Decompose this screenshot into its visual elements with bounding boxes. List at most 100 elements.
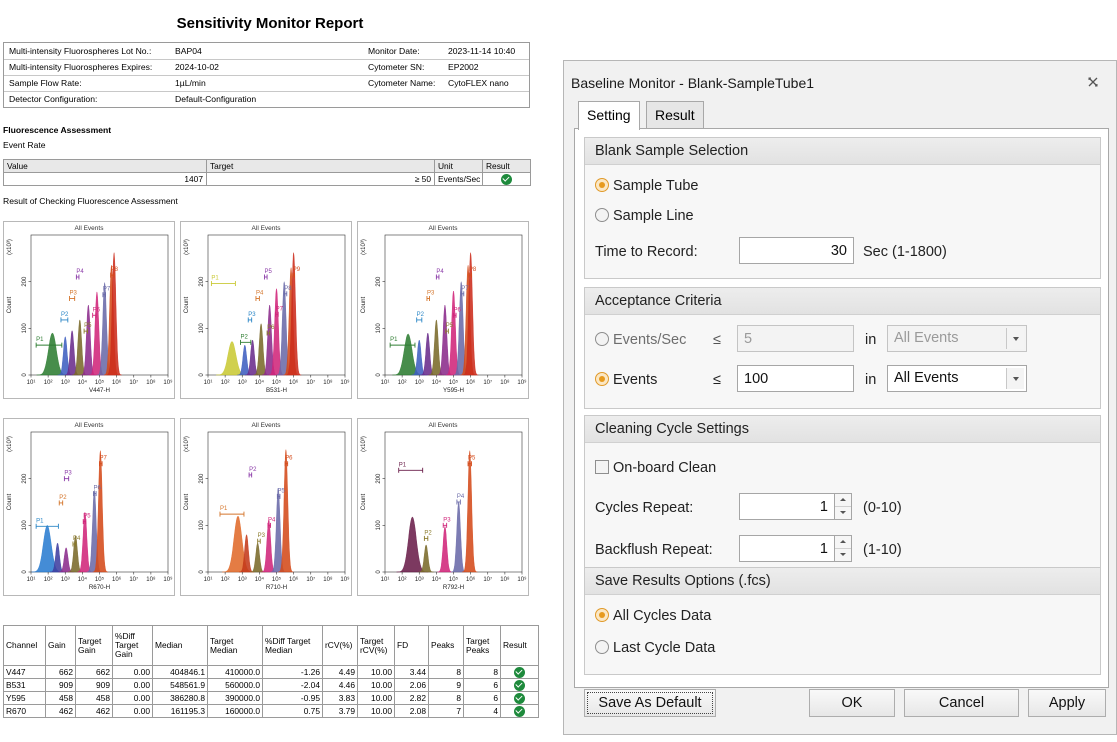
gate-label: P1 [211,276,219,282]
tab-result[interactable]: Result [646,101,704,129]
x-axis-label: R710-H [266,584,287,591]
close-button[interactable] [1082,71,1104,93]
x-tick-label: 10² [398,380,407,386]
gate-p4: P4 [456,494,465,505]
spin-down-button[interactable] [835,507,851,520]
x-tick-label: 10⁷ [306,576,315,583]
table-header: Median [152,625,208,666]
gate-label: P5 [83,514,91,520]
x-tick-label: 10⁷ [306,379,315,386]
spin-down-button[interactable] [835,549,851,562]
gate-label: P9 [293,267,301,273]
x-tick-label: 10¹ [27,380,36,386]
gate-label: P1 [399,462,407,468]
gate-p5: P5 [83,323,92,334]
events-sec-input[interactable] [737,325,854,352]
spin-up-button[interactable] [835,536,851,549]
gate-p5: P5 [467,456,476,467]
x-tick-label: 10⁸ [323,576,333,583]
backflush-repeat-input[interactable] [739,535,835,562]
spin-up-button[interactable] [835,494,851,507]
events-sec-radio[interactable]: Events/Sec [595,332,686,348]
y-axis-label: Count [360,296,367,313]
histogram-peak [462,450,478,573]
y-tick-label: 100 [376,520,382,531]
x-tick-label: 10⁵ [272,576,282,583]
gate-p4: P4 [255,290,264,301]
save-results-group: Save Results Options (.fcs) All Cycles D… [584,567,1101,675]
event-rate-table: Value Target Unit Result 1407 ≥ 50 Event… [3,159,531,186]
gate-label: P2 [59,495,67,501]
gate-p5: P5 [276,488,285,499]
x-axis-label: R792-H [443,584,464,591]
group-heading: Acceptance Criteria [585,288,1100,315]
events-input[interactable] [737,365,854,392]
histogram-peak [286,252,302,376]
x-tick-label: 10¹ [204,577,213,583]
all-cycles-radio[interactable]: All Cycles Data [595,608,711,624]
y-axis-label: Count [360,493,367,510]
y-tick-label: 100 [199,520,205,531]
x-tick-label: 10² [398,577,407,583]
gate-label: P3 [443,517,451,523]
x-tick-label: 10¹ [381,577,390,583]
events-channel-select[interactable]: All Events [887,365,1027,392]
expires-label: Multi-intensity Fluorospheres Expires: [9,62,153,72]
ok-button[interactable]: OK [809,689,895,717]
table-header: Target Gain [75,625,113,666]
check-circle-icon [514,705,525,717]
table-cell: 2.82 [394,691,429,705]
table-cell: 548561.9 [152,678,208,692]
table-cell: 410000.0 [207,665,263,679]
gate-label: P6 [93,307,101,313]
table-header: Target [206,159,435,173]
gate-label: P1 [36,337,44,343]
x-tick-label: 10⁸ [500,576,510,583]
tab-setting[interactable]: Setting [578,101,640,130]
events-radio[interactable]: Events [595,372,657,388]
table-header-row: Channel Gain Target Gain %Diff Target Gain M… [3,625,539,666]
x-tick-label: 10³ [415,380,424,386]
gate-p1: P1 [398,462,424,473]
gate-p2: P2 [423,530,432,541]
time-to-record-input[interactable] [739,237,854,264]
table-cell: 3.44 [394,665,429,679]
x-tick-label: 10⁶ [112,379,122,386]
gate-p4: P4 [72,536,81,547]
detector-value: Default-Configuration [175,94,257,104]
histogram-peak [463,252,479,376]
sensitivity-report: Sensitivity Monitor Report Multi-intensi… [0,0,540,742]
table-cell: 4.49 [322,665,358,679]
cancel-button[interactable]: Cancel [904,689,1019,717]
table-cell: 404846.1 [152,665,208,679]
table-cell: 8 [428,691,464,705]
apply-button[interactable]: Apply [1028,689,1106,717]
gate-label: P4 [436,269,444,275]
table-header: Result [500,625,539,666]
x-axis-label: V447-H [89,387,110,394]
onboard-clean-checkbox[interactable]: On-board Clean [595,460,716,476]
sample-line-radio[interactable]: Sample Line [595,208,694,224]
histogram-peak [278,449,294,573]
gate-label: P1 [390,337,398,343]
table-header: Result [482,159,531,173]
plot-title: All Events [75,225,105,232]
events-sec-channel-select[interactable]: All Events [887,325,1027,352]
radio-label: Events [613,372,658,388]
x-tick-label: 10⁵ [95,576,105,583]
histogram-svg: All Events P1 P2 P3 P4 P5 P6 P7 10¹ 10² 10³ 10⁴ 10⁵ 1… [3,418,175,596]
sample-tube-radio[interactable]: Sample Tube [595,178,698,194]
save-as-default-button[interactable]: Save As Default [584,689,716,717]
x-tick-label: 10⁶ [112,576,122,583]
x-tick-label: 10⁴ [432,379,442,386]
result-cell [500,691,539,705]
radio-icon [595,332,609,346]
table-cell: 2.08 [394,704,429,718]
table-cell: 462 [45,704,76,718]
checkbox-label: On-board Clean [613,460,717,476]
x-tick-label: 10³ [415,577,424,583]
last-cycle-radio[interactable]: Last Cycle Data [595,640,715,656]
cycles-repeat-input[interactable] [739,493,835,520]
backflush-range-label: (1-10) [863,542,902,558]
gate-label: P5 [277,488,285,494]
